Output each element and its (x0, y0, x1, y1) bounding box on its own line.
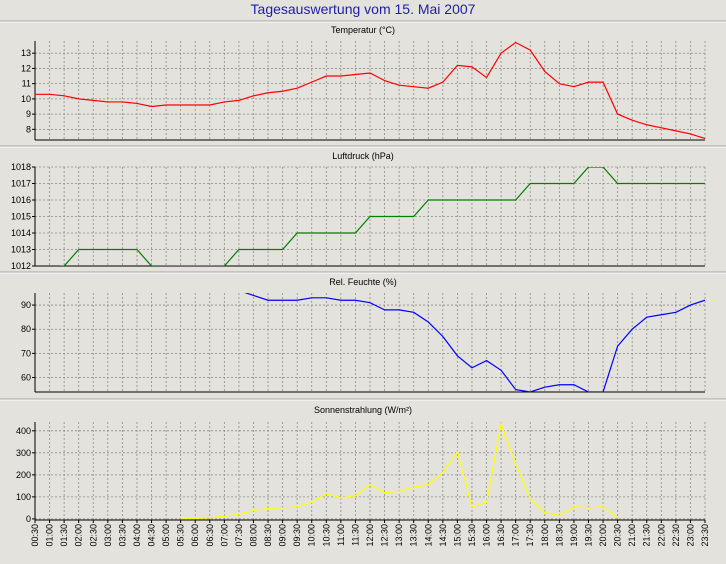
x-tick-label: 03:00 (103, 524, 113, 547)
x-tick-label: 09:00 (278, 524, 288, 547)
y-tick-label: 80 (21, 324, 31, 334)
y-tick-label: 12 (21, 63, 31, 73)
x-tick-label: 11:00 (336, 524, 346, 546)
main-title: Tagesauswertung vom 15. Mai 2007 (250, 1, 476, 17)
y-tick-label: 400 (16, 426, 31, 436)
y-tick-label: 0 (26, 514, 31, 524)
x-tick-label: 19:30 (583, 524, 593, 547)
y-tick-label: 1014 (11, 228, 31, 238)
x-tick-label: 08:30 (263, 524, 273, 547)
x-tick-label: 05:30 (176, 524, 186, 547)
panel-title: Luftdruck (hPa) (332, 151, 394, 161)
x-tick-label: 15:00 (452, 524, 462, 547)
y-tick-label: 1017 (11, 179, 31, 189)
y-tick-label: 1018 (11, 162, 31, 172)
x-tick-label: 11:30 (350, 524, 360, 546)
series-line (58, 167, 705, 266)
x-tick-label: 18:00 (540, 524, 550, 547)
x-tick-label: 19:00 (569, 524, 579, 547)
series-line (180, 422, 618, 520)
y-tick-label: 60 (21, 373, 31, 383)
x-tick-label: 01:00 (45, 524, 55, 547)
x-tick-label: 09:30 (292, 524, 302, 547)
x-tick-label: 16:00 (482, 524, 492, 547)
x-tick-label: 04:30 (147, 524, 157, 547)
panel-title: Temperatur (°C) (331, 25, 395, 35)
x-tick-label: 12:30 (380, 524, 390, 547)
y-tick-label: 100 (16, 492, 31, 502)
panel-title: Rel. Feuchte (%) (329, 277, 397, 287)
y-tick-label: 70 (21, 348, 31, 358)
x-tick-label: 20:30 (613, 524, 623, 547)
x-tick-label: 22:30 (671, 524, 681, 547)
y-tick-label: 1012 (11, 261, 31, 271)
x-tick-label: 10:30 (321, 524, 331, 547)
x-tick-label: 08:00 (248, 524, 258, 547)
x-tick-label: 18:30 (554, 524, 564, 547)
x-tick-label: 02:00 (74, 524, 84, 547)
x-tick-label: 06:30 (205, 524, 215, 547)
x-tick-label: 14:30 (438, 524, 448, 547)
x-tick-label: 12:00 (365, 524, 375, 547)
y-tick-label: 1015 (11, 212, 31, 222)
x-tick-label: 07:30 (234, 524, 244, 547)
y-tick-label: 9 (26, 109, 31, 119)
x-tick-label: 21:00 (627, 524, 637, 547)
x-tick-label: 10:00 (307, 524, 317, 547)
y-tick-label: 13 (21, 48, 31, 58)
y-tick-label: 10 (21, 94, 31, 104)
x-tick-label: 17:00 (511, 524, 521, 547)
x-tick-label: 16:30 (496, 524, 506, 547)
x-tick-label: 03:30 (117, 524, 127, 547)
x-tick-label: 17:30 (525, 524, 535, 547)
x-tick-label: 05:00 (161, 524, 171, 547)
x-tick-label: 20:00 (598, 524, 608, 547)
y-tick-label: 1013 (11, 245, 31, 255)
x-tick-label: 07:00 (219, 524, 229, 547)
x-tick-label: 23:30 (700, 524, 710, 547)
chart-panel-1: Temperatur (°C) 8 9 10 11 12 13 (0, 20, 726, 141)
y-tick-label: 11 (22, 79, 31, 89)
y-tick-label: 200 (16, 470, 31, 480)
y-tick-label: 300 (16, 448, 31, 458)
y-tick-label: 1016 (11, 195, 31, 205)
x-tick-label: 21:30 (642, 524, 652, 547)
chart-panel-2: Luftdruck (hPa) 1012 1013 1014 1015 1016 1017 1… (0, 145, 726, 271)
x-tick-label: 06:00 (190, 524, 200, 547)
panel-title: Sonnenstrahlung (W/m²) (314, 405, 412, 415)
chart-panel-3: Rel. Feuchte (%) 60 70 80 90 (0, 271, 726, 393)
x-tick-label: 15:30 (467, 524, 477, 547)
x-tick-label: 01:30 (59, 524, 69, 547)
x-tick-label: 04:00 (132, 524, 142, 547)
y-tick-label: 8 (26, 124, 31, 134)
x-tick-label: 02:30 (88, 524, 98, 547)
chart-panel-4: Sonnenstrahlung (W/m²) 0 100 200 300 400 (0, 398, 726, 524)
x-tick-label: 00:30 (30, 524, 40, 547)
series-line (35, 41, 705, 140)
x-tick-label: 13:30 (409, 524, 419, 547)
x-tick-label: 14:00 (423, 524, 433, 547)
x-tick-label: 23:00 (685, 524, 695, 547)
x-tick-label: 13:00 (394, 524, 404, 547)
series-line (244, 293, 705, 392)
x-tick-label: 22:00 (656, 524, 666, 547)
y-tick-label: 90 (21, 300, 31, 310)
